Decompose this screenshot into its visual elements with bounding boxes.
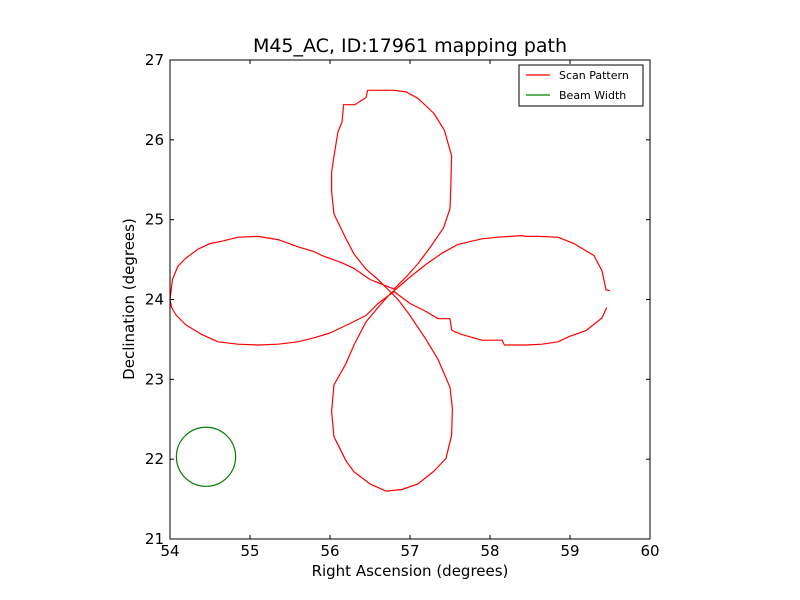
beam-width-circle [175,426,237,487]
data-layer [170,89,611,492]
x-tick-label: 56 [320,542,339,560]
legend: Scan Pattern Beam Width [518,64,644,107]
scan-pattern-line [170,89,611,492]
plot-frame [169,59,651,540]
y-tick-label: 21 [145,530,164,548]
y-tick-label: 23 [145,370,164,388]
chart-title: M45_AC, ID:17961 mapping path [252,35,568,57]
y-tick-label: 22 [145,450,164,468]
y-tick-label: 27 [145,51,164,69]
x-tick-label: 60 [640,542,659,560]
x-tick-label: 58 [480,542,499,560]
x-tick-label: 57 [400,542,419,560]
x-tick-label: 54 [160,542,179,560]
y-axis-label: Declination (degrees) [120,218,138,380]
tick-layer: 54 55 56 57 58 59 60 21 22 23 24 25 26 27 [145,51,660,560]
x-tick-label: 55 [240,542,259,560]
x-tick-label: 59 [560,542,579,560]
plot-area-background [170,60,650,539]
legend-label-scan-pattern: Scan Pattern [559,69,629,82]
y-tick-label: 24 [145,291,164,309]
legend-label-beam-width: Beam Width [559,89,626,102]
y-tick-label: 26 [145,131,164,149]
legend-box [518,64,644,107]
x-axis-label: Right Ascension (degrees) [311,562,509,580]
y-tick-label: 25 [145,211,164,229]
